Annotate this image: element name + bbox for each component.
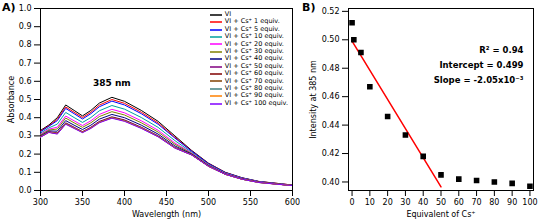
html-text:VI + Cs⁺ 10 equiv.: VI + Cs⁺ 10 equiv. bbox=[224, 32, 284, 41]
html-text:VI + Cs⁺ 100 equiv.: VI + Cs⁺ 100 equiv. bbox=[224, 98, 288, 107]
svg-text:0.42: 0.42 bbox=[322, 149, 340, 158]
svg-text:0.1: 0.1 bbox=[19, 168, 32, 177]
svg-text:Wavelength (nm): Wavelength (nm) bbox=[132, 210, 201, 219]
html-text:B): B) bbox=[302, 1, 316, 14]
svg-text:Absorbance: Absorbance bbox=[7, 76, 16, 123]
svg-text:Equivalent of Cs⁺: Equivalent of Cs⁺ bbox=[406, 210, 475, 219]
svg-text:385 nm: 385 nm bbox=[93, 78, 131, 88]
html-text:A): A) bbox=[2, 1, 16, 14]
svg-text:300: 300 bbox=[33, 198, 48, 207]
svg-text:0.7: 0.7 bbox=[19, 59, 32, 68]
svg-text:0.4: 0.4 bbox=[19, 113, 32, 122]
svg-text:0.40: 0.40 bbox=[322, 178, 340, 187]
html-text:VI + Cs⁺ 30 equiv.: VI + Cs⁺ 30 equiv. bbox=[224, 47, 284, 55]
svg-text:400: 400 bbox=[117, 198, 132, 207]
html-text:VI + Cs⁺ 90 equiv.: VI + Cs⁺ 90 equiv. bbox=[224, 91, 284, 100]
svg-text:10: 10 bbox=[365, 198, 375, 207]
svg-text:20: 20 bbox=[383, 198, 393, 207]
svg-text:0.0: 0.0 bbox=[19, 186, 32, 195]
svg-text:0: 0 bbox=[350, 198, 355, 207]
svg-text:0.5: 0.5 bbox=[19, 95, 32, 104]
svg-text:100: 100 bbox=[522, 198, 537, 207]
svg-text:30: 30 bbox=[400, 198, 410, 207]
svg-text:0.2: 0.2 bbox=[19, 150, 32, 159]
svg-text:Intensity at 385 nm: Intensity at 385 nm bbox=[309, 60, 318, 139]
html-text:VI: VI bbox=[224, 10, 232, 18]
svg-text:500: 500 bbox=[201, 198, 216, 207]
svg-text:70: 70 bbox=[471, 198, 481, 207]
html-text:VI + Cs⁺ 40 equiv.: VI + Cs⁺ 40 equiv. bbox=[224, 54, 284, 63]
svg-text:Slope = -2.05x10⁻³: Slope = -2.05x10⁻³ bbox=[434, 75, 524, 85]
svg-text:0.44: 0.44 bbox=[322, 121, 340, 130]
svg-text:40: 40 bbox=[418, 198, 428, 207]
svg-text:0.50: 0.50 bbox=[322, 35, 340, 44]
svg-text:550: 550 bbox=[243, 198, 258, 207]
svg-text:1.0: 1.0 bbox=[19, 4, 32, 13]
svg-text:350: 350 bbox=[75, 198, 90, 207]
svg-text:450: 450 bbox=[159, 198, 174, 207]
svg-text:50: 50 bbox=[436, 198, 446, 207]
svg-text:60: 60 bbox=[454, 198, 464, 207]
html-text:VI + Cs⁺ 1 equiv.: VI + Cs⁺ 1 equiv. bbox=[224, 17, 280, 26]
svg-text:R² = 0.94: R² = 0.94 bbox=[479, 45, 523, 55]
svg-text:0.9: 0.9 bbox=[19, 22, 32, 31]
html-text:VI + Cs⁺ 50 equiv.: VI + Cs⁺ 50 equiv. bbox=[224, 61, 284, 70]
svg-text:0.48: 0.48 bbox=[322, 64, 340, 73]
svg-text:80: 80 bbox=[489, 198, 499, 207]
svg-text:0.52: 0.52 bbox=[322, 7, 340, 16]
svg-text:600: 600 bbox=[285, 198, 300, 207]
svg-text:90: 90 bbox=[507, 198, 517, 207]
svg-text:0.3: 0.3 bbox=[19, 131, 32, 140]
html-text:VI + Cs⁺ 5 equiv.: VI + Cs⁺ 5 equiv. bbox=[224, 24, 280, 33]
svg-text:0.8: 0.8 bbox=[19, 40, 32, 49]
html-text:VI + Cs⁺ 80 equiv.: VI + Cs⁺ 80 equiv. bbox=[224, 84, 284, 93]
html-text:VI + Cs⁺ 60 equiv.: VI + Cs⁺ 60 equiv. bbox=[224, 69, 284, 78]
html-text:VI + Cs⁺ 20 equiv.: VI + Cs⁺ 20 equiv. bbox=[224, 39, 284, 48]
svg-text:0.6: 0.6 bbox=[19, 77, 32, 86]
svg-text:Intercept = 0.499: Intercept = 0.499 bbox=[439, 60, 523, 70]
svg-text:0.46: 0.46 bbox=[322, 92, 340, 101]
html-text:VI + Cs⁺ 70 equiv.: VI + Cs⁺ 70 equiv. bbox=[224, 76, 284, 85]
